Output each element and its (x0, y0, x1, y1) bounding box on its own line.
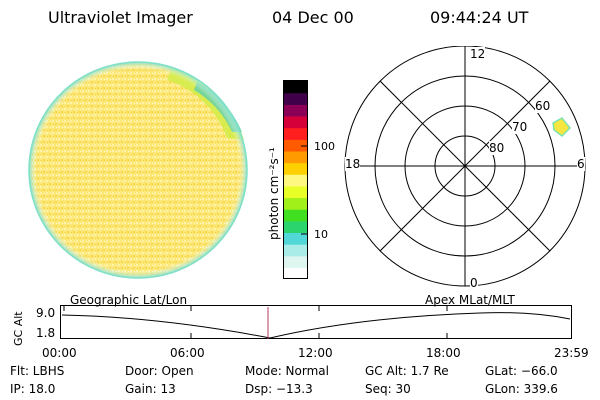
x-tick-1200: 12:00 (298, 346, 333, 360)
filter-info: Flt: LBHS (10, 364, 65, 378)
colorbar-tick-10: 10 (314, 228, 328, 241)
colorbar-unit-label: photon cm⁻²s⁻¹ (267, 147, 281, 240)
dsp-info: Dsp: −13.3 (245, 382, 313, 396)
ip-info: IP: 18.0 (10, 382, 56, 396)
x-tick-1800: 18:00 (426, 346, 461, 360)
apex-caption: Apex MLat/MLT (425, 293, 515, 307)
colorbar-cell (284, 104, 307, 117)
orbit-ylabel: GC Alt (12, 311, 25, 346)
x-tick-0600: 06:00 (170, 346, 205, 360)
x-tick-0000: 00:00 (42, 346, 77, 360)
colorbar-cell (284, 220, 307, 234)
mlt-label-6: 6 (577, 157, 585, 171)
colorbar-cell (284, 150, 307, 164)
seq-info: Seq: 30 (365, 382, 411, 396)
geographic-caption: Geographic Lat/Lon (70, 293, 188, 307)
colorbar-cell (284, 174, 307, 187)
mode-info: Mode: Normal (245, 364, 329, 378)
glon-info: GLon: 339.6 (485, 382, 558, 396)
glat-info: GLat: −66.0 (485, 364, 558, 378)
mlt-label-18: 18 (345, 157, 361, 171)
colorbar-cell (284, 92, 307, 105)
orbit-ymax: 9.0 (36, 306, 56, 320)
colorbar-cell (284, 232, 307, 245)
colorbar-cell (284, 139, 307, 152)
colorbar-cell (284, 185, 307, 199)
colorbar-cell (284, 81, 307, 94)
polar-grid (344, 46, 586, 287)
colorbar-cell (284, 115, 307, 129)
door-info: Door: Open (125, 364, 194, 378)
meridian-diag-2 (379, 80, 551, 252)
orbit-altitude-plot (60, 305, 572, 339)
colorbar-cell (284, 127, 307, 140)
date-label: 04 Dec 00 (272, 8, 354, 27)
colorbar-cell (284, 162, 307, 175)
lat-label-70: 70 (512, 120, 528, 134)
colorbar-cell (284, 255, 307, 268)
orbit-ymin: 1.8 (36, 326, 56, 340)
colorbar-tick-100: 100 (314, 140, 335, 153)
instrument-title: Ultraviolet Imager (48, 8, 193, 27)
lat-label-80: 80 (489, 141, 505, 155)
colorbar-cell (284, 197, 307, 210)
color-scale-bar (283, 80, 308, 280)
gc-alt-info: GC Alt: 1.7 Re (365, 364, 449, 378)
x-tick-2359: 23:59 (554, 346, 589, 360)
mlt-label-0: 0 (470, 276, 478, 290)
colorbar-cell (284, 209, 307, 222)
uv-disk-image (28, 61, 248, 279)
time-label: 09:44:24 UT (430, 8, 529, 27)
colorbar-cell (284, 244, 307, 257)
gain-info: Gain: 13 (125, 382, 176, 396)
mlt-label-12: 12 (470, 47, 486, 61)
lat-label-60: 60 (535, 99, 551, 113)
colorbar-cell (284, 267, 307, 280)
auroral-spot (552, 117, 572, 137)
